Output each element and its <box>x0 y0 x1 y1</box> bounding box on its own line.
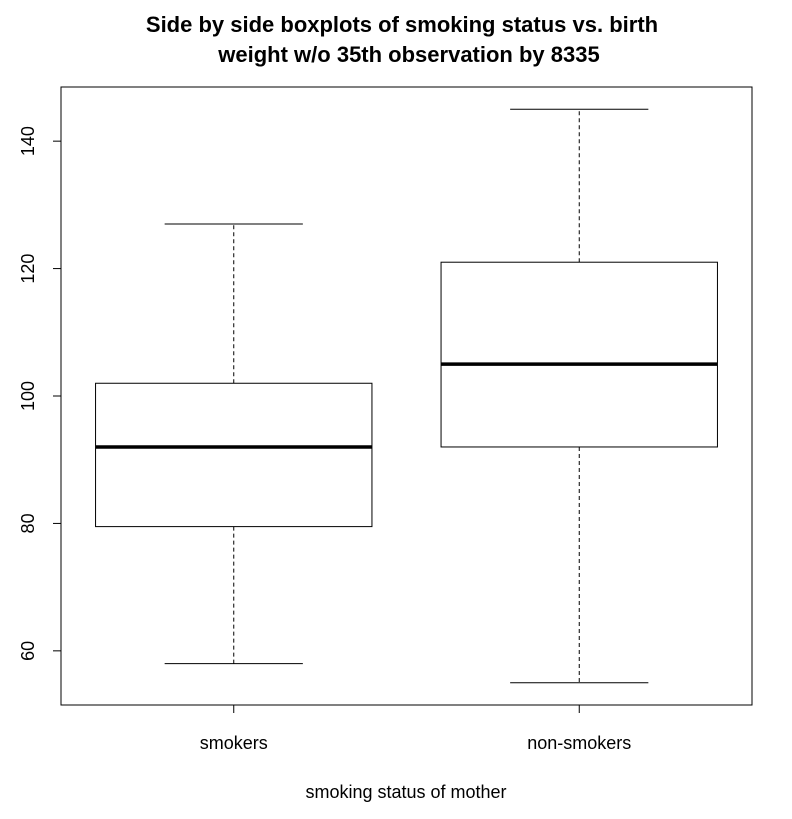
boxes-layer <box>95 108 718 684</box>
y-tick-label: 100 <box>18 381 38 411</box>
y-tick-label: 60 <box>18 641 38 661</box>
y-tick-label: 120 <box>18 254 38 284</box>
plot-frame <box>60 86 753 706</box>
y-axis: 60 80 100 120 140 <box>18 126 61 661</box>
box-iqr <box>95 382 373 528</box>
x-tick-label: non-smokers <box>527 733 631 753</box>
x-axis: smokers non-smokers <box>200 705 631 753</box>
x-axis-label: smoking status of mother <box>305 782 506 802</box>
box-non-smokers <box>440 108 718 684</box>
chart-title-line-1: Side by side boxplots of smoking status … <box>146 12 658 37</box>
box-smokers <box>95 223 373 665</box>
y-tick-label: 80 <box>18 513 38 533</box>
x-tick-label: smokers <box>200 733 268 753</box>
chart-title-line-2: weight w/o 35th observation by 8335 <box>217 42 599 67</box>
box-iqr <box>440 261 718 448</box>
y-tick-label: 140 <box>18 126 38 156</box>
